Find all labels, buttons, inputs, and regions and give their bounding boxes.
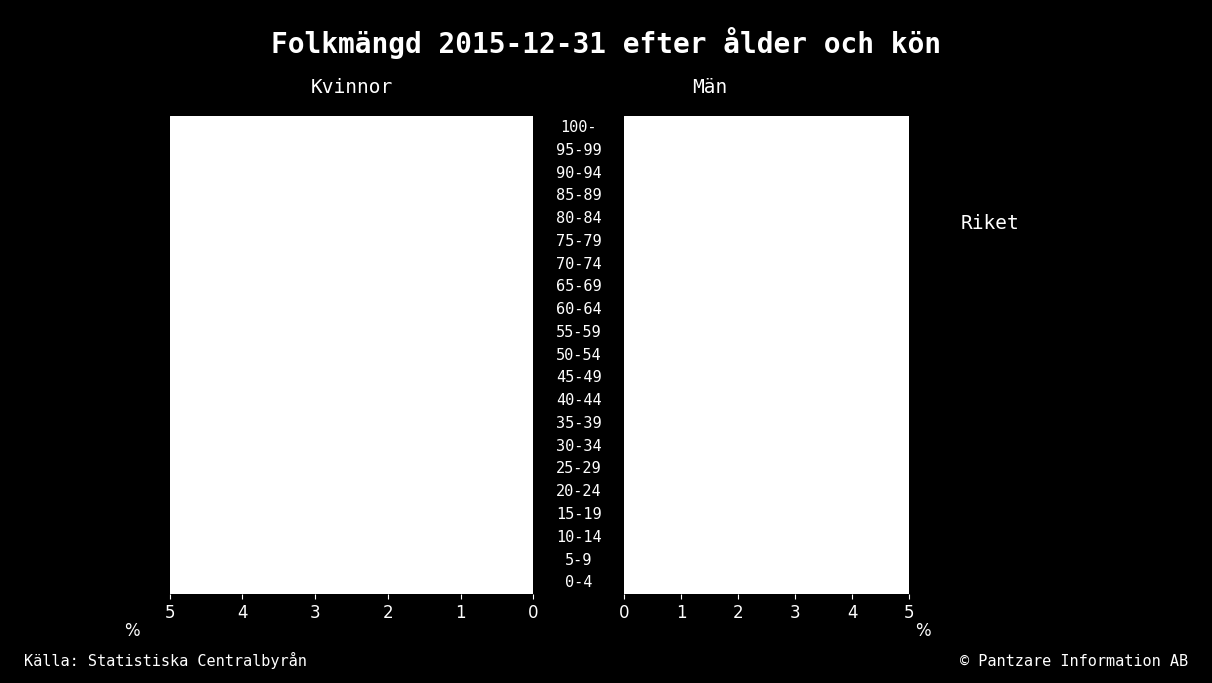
Text: 0-4: 0-4 <box>565 575 593 590</box>
Text: 55-59: 55-59 <box>556 325 601 340</box>
Text: 25-29: 25-29 <box>556 462 601 477</box>
Text: %: % <box>915 622 931 639</box>
Text: 85-89: 85-89 <box>556 189 601 204</box>
Text: 30-34: 30-34 <box>556 438 601 454</box>
Text: Riket: Riket <box>961 214 1019 233</box>
Text: 50-54: 50-54 <box>556 348 601 363</box>
Text: 45-49: 45-49 <box>556 370 601 385</box>
Text: Män: Män <box>692 78 727 97</box>
Text: 65-69: 65-69 <box>556 279 601 294</box>
Text: 10-14: 10-14 <box>556 530 601 545</box>
Text: © Pantzare Information AB: © Pantzare Information AB <box>960 654 1188 669</box>
Text: 70-74: 70-74 <box>556 257 601 272</box>
Text: 100-: 100- <box>560 120 598 135</box>
Text: Källa: Statistiska Centralbyrån: Källa: Statistiska Centralbyrån <box>24 652 307 669</box>
Text: 5-9: 5-9 <box>565 553 593 568</box>
Text: 20-24: 20-24 <box>556 484 601 499</box>
Text: 80-84: 80-84 <box>556 211 601 226</box>
Text: Kvinnor: Kvinnor <box>310 78 393 97</box>
Text: 35-39: 35-39 <box>556 416 601 431</box>
Text: 15-19: 15-19 <box>556 507 601 522</box>
Text: 95-99: 95-99 <box>556 143 601 158</box>
Text: Folkmängd 2015-12-31 efter ålder och kön: Folkmängd 2015-12-31 efter ålder och kön <box>271 27 941 59</box>
Text: 75-79: 75-79 <box>556 234 601 249</box>
Text: 90-94: 90-94 <box>556 165 601 180</box>
Text: 40-44: 40-44 <box>556 393 601 408</box>
Text: %: % <box>124 622 139 639</box>
Text: 60-64: 60-64 <box>556 302 601 317</box>
